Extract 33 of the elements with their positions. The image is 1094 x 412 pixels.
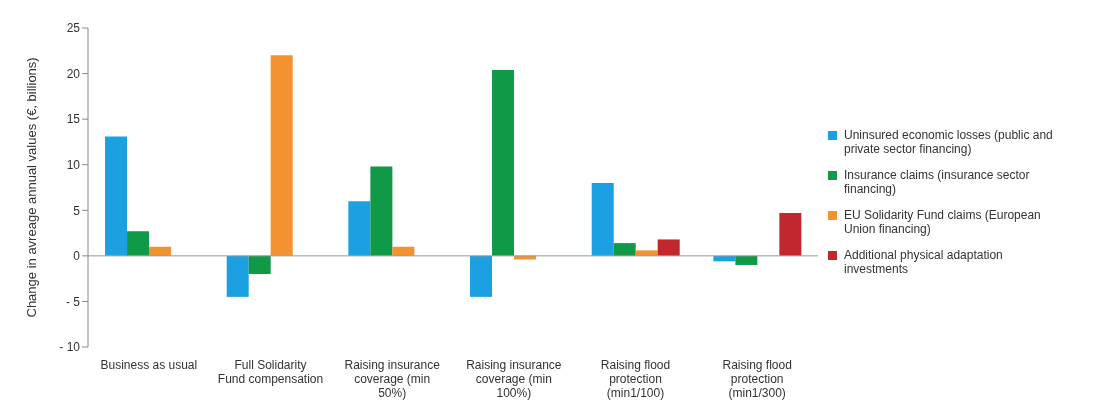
x-tick-label: Business as usual: [100, 358, 198, 372]
bar: [657, 239, 680, 256]
y-axis-title: Change in avreage annual values (€, billions): [23, 57, 39, 318]
bar: [105, 136, 128, 256]
bar: [348, 201, 371, 256]
y-tick-label: 20: [66, 66, 81, 81]
y-tick-label: - 5: [65, 294, 81, 309]
y-tick-label: 10: [66, 157, 81, 172]
legend-label: Additional physical adaptation investments: [844, 248, 1004, 276]
bar: [779, 213, 802, 256]
x-tick-label: Raising flood protection (min1/100): [600, 358, 671, 400]
y-tick-label: 5: [73, 203, 81, 218]
bar: [635, 250, 658, 256]
bar: [370, 166, 393, 256]
bar: [226, 255, 249, 297]
y-tick-label: - 10: [59, 340, 81, 355]
x-tick-label: Raising flood protection (min1/300): [722, 358, 792, 400]
legend-label: EU Solidarity Fund claims (European Union financing): [844, 208, 1042, 236]
bar: [127, 231, 150, 256]
bar: [613, 243, 636, 256]
legend-label: Uninsured economic losses (public and private sector financing): [844, 128, 1054, 156]
y-tick-label: 0: [73, 249, 81, 264]
bar: [591, 182, 614, 256]
legend-label: Insurance claims (insurance sector financing): [844, 168, 1031, 196]
bar: [270, 55, 293, 256]
x-tick-label: Raising insurance coverage (min 50%): [344, 358, 441, 400]
bar: [492, 69, 515, 256]
bar: [248, 255, 271, 275]
y-tick-label: 25: [66, 21, 81, 36]
x-tick-label: Raising insurance coverage (min 100%): [466, 358, 562, 400]
bar: [470, 255, 493, 297]
x-tick-label: Full Solidarity Fund compensation: [217, 358, 324, 386]
y-tick-label: 15: [66, 112, 81, 127]
